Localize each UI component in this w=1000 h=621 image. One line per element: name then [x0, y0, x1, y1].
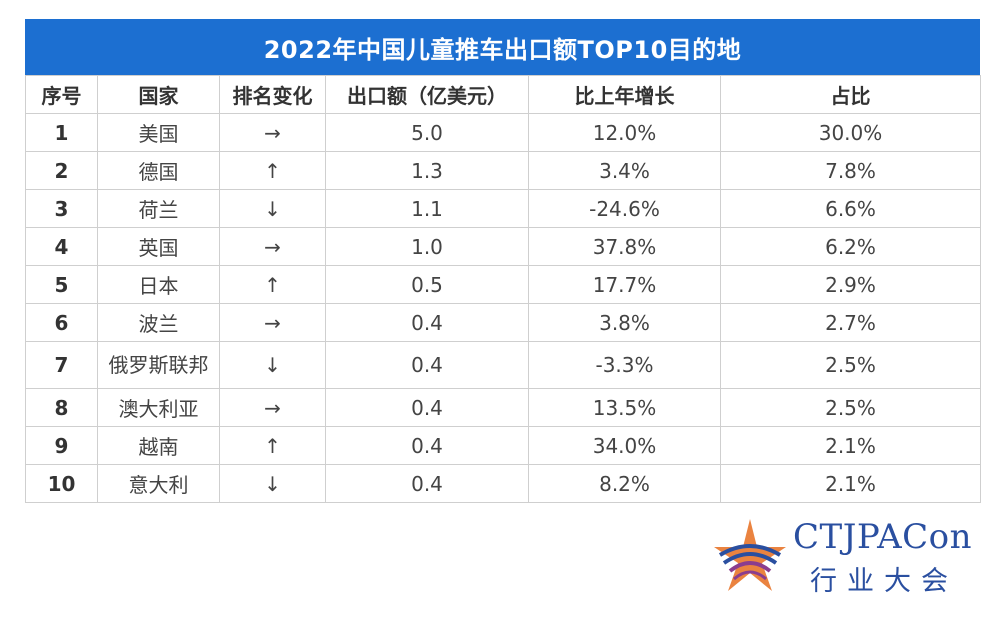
cell-rank: 1 — [25, 113, 98, 152]
cell-rank: 5 — [25, 265, 98, 304]
cell-rank: 4 — [25, 227, 98, 266]
cell-country: 越南 — [97, 426, 220, 465]
header-share: 占比 — [720, 75, 981, 114]
cell-rank-change: → — [219, 303, 326, 342]
table-row: 10 意大利 ↓ 0.4 8.2% 2.1% — [25, 464, 981, 503]
table-row: 5 日本 ↑ 0.5 17.7% 2.9% — [25, 265, 981, 304]
cell-share: 2.5% — [720, 341, 981, 389]
cell-share: 2.7% — [720, 303, 981, 342]
cell-growth: 8.2% — [528, 464, 721, 503]
cell-rank: 2 — [25, 151, 98, 190]
cell-rank-change: → — [219, 227, 326, 266]
cell-country: 英国 — [97, 227, 220, 266]
cell-export-value: 1.0 — [325, 227, 529, 266]
data-table-container: 2022年中国儿童推车出口额TOP10目的地 序号 国家 排名变化 出口额（亿美… — [25, 19, 981, 503]
cell-growth: 34.0% — [528, 426, 721, 465]
header-country: 国家 — [97, 75, 220, 114]
cell-export-value: 0.4 — [325, 426, 529, 465]
header-rank: 序号 — [25, 75, 98, 114]
table-title: 2022年中国儿童推车出口额TOP10目的地 — [25, 19, 980, 75]
cell-growth: -24.6% — [528, 189, 721, 228]
table-row: 3 荷兰 ↓ 1.1 -24.6% 6.6% — [25, 189, 981, 228]
cell-country: 俄罗斯联邦 — [97, 341, 220, 389]
table-row: 7 俄罗斯联邦 ↓ 0.4 -3.3% 2.5% — [25, 341, 981, 389]
table-row: 1 美国 → 5.0 12.0% 30.0% — [25, 113, 981, 152]
cell-rank-change: ↑ — [219, 426, 326, 465]
cell-rank-change: ↑ — [219, 265, 326, 304]
cell-share: 6.2% — [720, 227, 981, 266]
cell-growth: 37.8% — [528, 227, 721, 266]
cell-rank: 3 — [25, 189, 98, 228]
cell-export-value: 1.1 — [325, 189, 529, 228]
cell-country: 美国 — [97, 113, 220, 152]
table-row: 4 英国 → 1.0 37.8% 6.2% — [25, 227, 981, 266]
cell-growth: -3.3% — [528, 341, 721, 389]
cell-rank-change: ↑ — [219, 151, 326, 190]
table-row: 8 澳大利亚 → 0.4 13.5% 2.5% — [25, 388, 981, 427]
cell-export-value: 5.0 — [325, 113, 529, 152]
header-rank-change: 排名变化 — [219, 75, 326, 114]
cell-growth: 3.8% — [528, 303, 721, 342]
cell-rank-change: → — [219, 113, 326, 152]
ctjpacon-logo: CTJPACon 行业大会 — [710, 515, 973, 597]
table-row: 2 德国 ↑ 1.3 3.4% 7.8% — [25, 151, 981, 190]
cell-export-value: 0.4 — [325, 388, 529, 427]
cell-export-value: 0.4 — [325, 341, 529, 389]
header-export-value: 出口额（亿美元） — [325, 75, 529, 114]
cell-share: 30.0% — [720, 113, 981, 152]
cell-export-value: 0.4 — [325, 464, 529, 503]
cell-share: 2.1% — [720, 426, 981, 465]
cell-country: 日本 — [97, 265, 220, 304]
header-growth: 比上年增长 — [528, 75, 721, 114]
logo-name: CTJPACon — [793, 517, 973, 557]
cell-growth: 12.0% — [528, 113, 721, 152]
star-logo-icon — [714, 519, 786, 591]
cell-share: 2.1% — [720, 464, 981, 503]
cell-country: 澳大利亚 — [97, 388, 220, 427]
cell-rank-change: ↓ — [219, 189, 326, 228]
table-row: 9 越南 ↑ 0.4 34.0% 2.1% — [25, 426, 981, 465]
cell-rank-change: → — [219, 388, 326, 427]
cell-export-value: 0.4 — [325, 303, 529, 342]
cell-country: 德国 — [97, 151, 220, 190]
cell-rank-change: ↓ — [219, 341, 326, 389]
cell-share: 6.6% — [720, 189, 981, 228]
cell-country: 波兰 — [97, 303, 220, 342]
cell-growth: 13.5% — [528, 388, 721, 427]
cell-country: 意大利 — [97, 464, 220, 503]
export-table: 序号 国家 排名变化 出口额（亿美元） 比上年增长 占比 1 美国 → 5.0 … — [25, 75, 981, 503]
cell-rank: 10 — [25, 464, 98, 503]
cell-share: 2.9% — [720, 265, 981, 304]
cell-country: 荷兰 — [97, 189, 220, 228]
logo-subtitle: 行业大会 — [810, 566, 958, 597]
cell-rank-change: ↓ — [219, 464, 326, 503]
cell-export-value: 0.5 — [325, 265, 529, 304]
cell-rank: 8 — [25, 388, 98, 427]
cell-rank: 9 — [25, 426, 98, 465]
header-row: 序号 国家 排名变化 出口额（亿美元） 比上年增长 占比 — [25, 75, 981, 114]
cell-export-value: 1.3 — [325, 151, 529, 190]
cell-rank: 6 — [25, 303, 98, 342]
cell-share: 7.8% — [720, 151, 981, 190]
cell-growth: 3.4% — [528, 151, 721, 190]
table-row: 6 波兰 → 0.4 3.8% 2.7% — [25, 303, 981, 342]
cell-growth: 17.7% — [528, 265, 721, 304]
cell-rank: 7 — [25, 341, 98, 389]
cell-share: 2.5% — [720, 388, 981, 427]
